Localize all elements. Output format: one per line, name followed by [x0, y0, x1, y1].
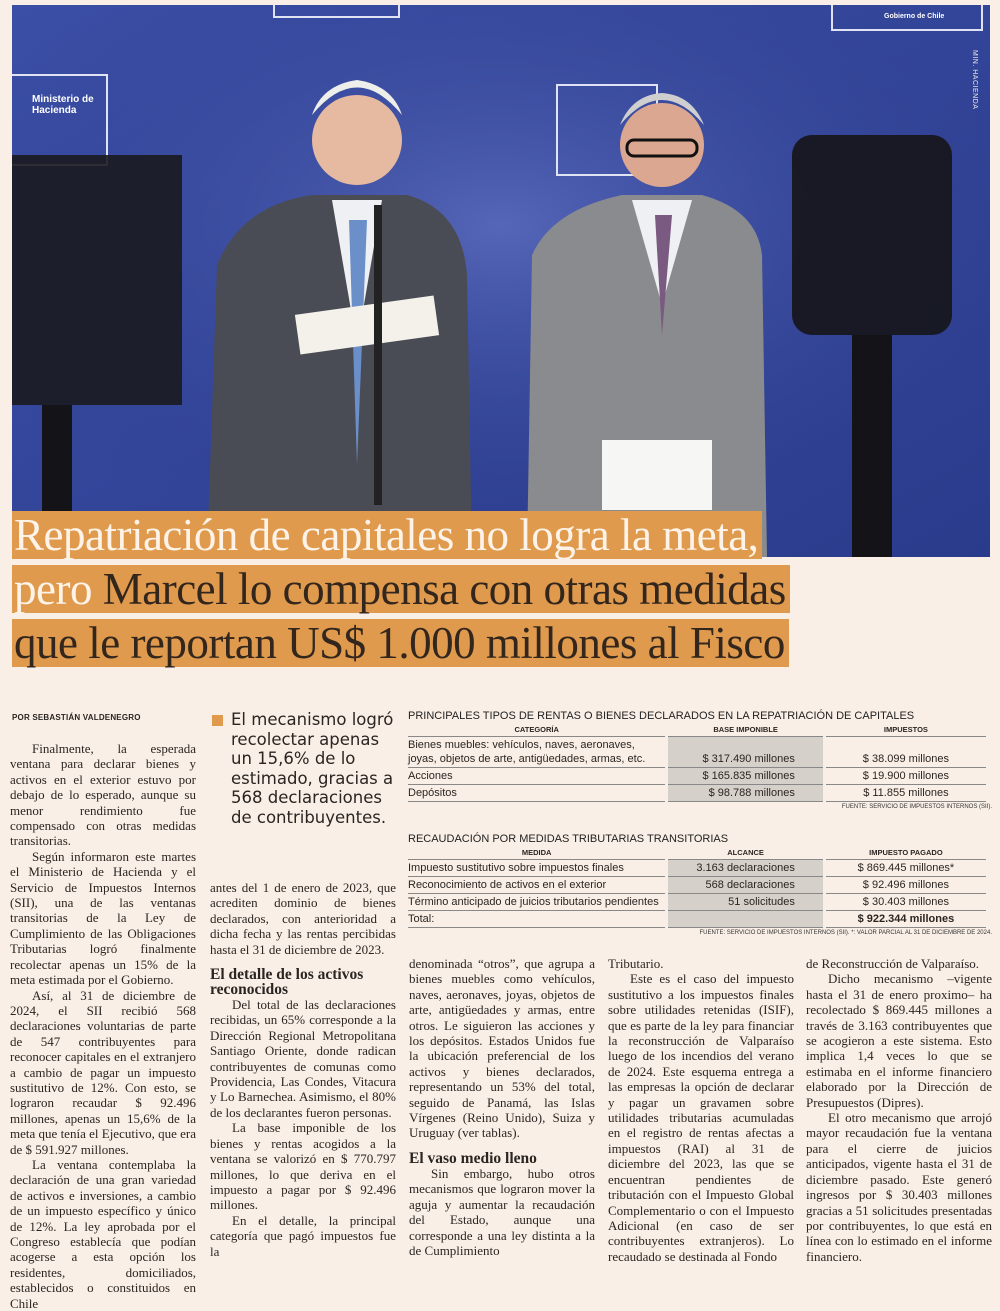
headline-text: Marcel lo compensa con otras medidas [102, 564, 787, 614]
subheading: El detalle de los activos reconocidos [210, 966, 364, 999]
paragraph: de Reconstrucción de Valparaíso. [806, 956, 980, 971]
table-title: RECAUDACIÓN POR MEDIDAS TRIBUTARIAS TRAN… [408, 833, 729, 845]
paragraph: La base imponible de los bienes y rentas… [210, 1120, 396, 1213]
table-cell [668, 911, 823, 928]
headline-text: que le reportan US$ 1.000 millones al Fi… [14, 618, 785, 668]
column-header: ALCANCE [668, 847, 823, 860]
bullet-square-icon [212, 715, 223, 726]
table-title: PRINCIPALES TIPOS DE RENTAS O BIENES DEC… [408, 710, 915, 722]
paragraph: La ventana contemplaba la declaración de… [10, 1156, 196, 1311]
photo-credit: MIN. HACIENDA [971, 50, 978, 110]
table-header-row: CATEGORÍA BASE IMPONIBLE IMPUESTOS [408, 724, 986, 737]
table-cell: Reconocimiento de activos en el exterior [408, 877, 666, 894]
table-cell: $ 98.788 millones [668, 785, 823, 802]
paragraph: denominada “otros”, que agrupa a bienes … [409, 956, 595, 1141]
table-row: Depósitos $ 98.788 millones $ 11.855 mil… [408, 785, 986, 802]
headline-line-2: pero Marcel lo compensa con otras medida… [12, 565, 790, 613]
table-declared-assets: PRINCIPALES TIPOS DE RENTAS O BIENES DEC… [408, 710, 992, 810]
table-total-row: Total: $ 922.344 millones [408, 911, 986, 928]
table-cell: Total: [408, 911, 666, 928]
table-cell: Depósitos [408, 785, 666, 802]
table-cell: Impuesto sustitutivo sobre impuestos fin… [408, 860, 666, 877]
paragraph: Sin embargo, hubo otros mecanismos que l… [409, 1165, 595, 1258]
table-cell: $ 317.490 millones [668, 737, 823, 768]
column-header: IMPUESTOS [825, 724, 986, 737]
svg-text:Hacienda: Hacienda [32, 105, 77, 116]
headline-line-1: Repatriación de capitales no logra la me… [12, 510, 763, 560]
paragraph: Según informaron este martes el Minister… [10, 848, 196, 988]
table-cell: 568 declaraciones [668, 877, 823, 894]
table-cell: $ 30.403 millones [825, 894, 986, 911]
table-cell: $ 11.855 millones [825, 785, 986, 802]
paragraph: Así, al 31 de diciembre de 2024, el SII … [10, 987, 196, 1157]
table-cell: $ 19.900 millones [825, 768, 986, 785]
table-row: Impuesto sustitutivo sobre impuestos fin… [408, 860, 986, 877]
table-cell: 3.163 declaraciones [668, 860, 823, 877]
paragraph: antes del 1 de enero de 2023, que acredi… [210, 880, 396, 957]
table-row: Reconocimiento de activos en el exterior… [408, 877, 986, 894]
table-cell: $ 165.835 millones [668, 768, 823, 785]
article-column-5: de Reconstrucción de Valparaíso. Dicho m… [806, 956, 992, 1264]
subheading: El vaso medio lleno [409, 1149, 537, 1167]
table-cell: Término anticipado de juicios tributario… [408, 894, 666, 911]
pull-quote-text: El mecanismo logró recolectar apenas un … [231, 710, 394, 827]
column-header: BASE IMPONIBLE [668, 724, 823, 737]
table-cell: $ 92.496 millones [825, 877, 986, 894]
table-row: Bienes muebles: vehículos, naves, aerona… [408, 737, 986, 768]
pull-quote: El mecanismo logró recolectar apenas un … [212, 710, 402, 827]
table-cell: Acciones [408, 768, 666, 785]
table-transitory-measures: RECAUDACIÓN POR MEDIDAS TRIBUTARIAS TRAN… [408, 833, 992, 936]
column-header: IMPUESTO PAGADO [825, 847, 986, 860]
paragraph: Tributario. [608, 956, 664, 971]
backdrop-label-gobierno: Gobierno de Chile [884, 13, 945, 20]
table-row: Término anticipado de juicios tributario… [408, 894, 986, 911]
backdrop-label: Ministerio de [32, 94, 94, 105]
byline: POR SEBASTIÁN VALDENEGRO [12, 713, 141, 722]
paragraph: Dicho mecanismo –vigente hasta el 31 de … [806, 971, 992, 1110]
article-column-3: denominada “otros”, que agrupa a bienes … [409, 956, 595, 1258]
paragraph: Del total de las declaraciones recibidas… [210, 997, 396, 1120]
paragraph: En el detalle, la principal categoría qu… [210, 1212, 396, 1259]
paragraph: Finalmente, la esperada ventana para dec… [10, 741, 196, 849]
article-photo: Ministerio de Hacienda Gobierno de Chile… [12, 5, 990, 557]
article-column-4: Tributario. Este es el caso del impuesto… [608, 956, 794, 1264]
paragraph: El otro mecanismo que arrojó mayor recau… [806, 1110, 992, 1264]
table-source: FUENTE: SERVICIO DE IMPUESTOS INTERNOS (… [699, 930, 992, 936]
headline-line-3: que le reportan US$ 1.000 millones al Fi… [12, 619, 789, 667]
column-header: CATEGORÍA [408, 724, 666, 737]
column-header: MEDIDA [408, 847, 666, 860]
table-cell: $ 922.344 millones [825, 911, 986, 928]
table-source: FUENTE: SERVICIO DE IMPUESTOS INTERNOS (… [841, 804, 992, 810]
paragraph: Este es el caso del impuesto sustitutivo… [608, 971, 794, 1264]
article-column-2: antes del 1 de enero de 2023, que acredi… [210, 880, 396, 1259]
table-row: Acciones $ 165.835 millones $ 19.900 mil… [408, 768, 986, 785]
headline-text: Repatriación de capitales no logra la me… [14, 510, 759, 560]
table-cell: $ 38.099 millones [825, 737, 986, 768]
table-cell: Bienes muebles: vehículos, naves, aerona… [408, 737, 666, 768]
headline-text: pero [14, 564, 92, 614]
table-cell: 51 solicitudes [668, 894, 823, 911]
article-column-1: Finalmente, la esperada ventana para dec… [10, 741, 196, 1311]
photo-illustration: Ministerio de Hacienda [12, 5, 990, 557]
table-header-row: MEDIDA ALCANCE IMPUESTO PAGADO [408, 847, 986, 860]
table-cell: $ 869.445 millones* [825, 860, 986, 877]
